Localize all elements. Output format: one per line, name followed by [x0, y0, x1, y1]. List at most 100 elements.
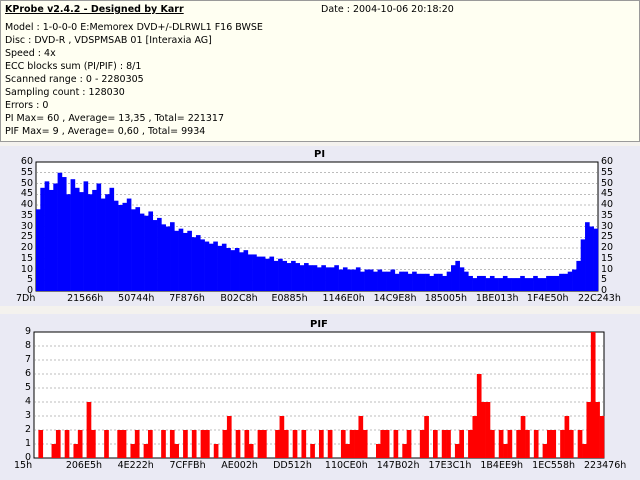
data-bar	[590, 332, 596, 458]
data-bar	[205, 430, 210, 458]
errors-info: Errors : 0	[5, 100, 49, 111]
data-bar	[327, 430, 333, 458]
data-bar	[122, 202, 128, 291]
data-bar	[61, 177, 67, 291]
y-tick-label: 4	[24, 396, 31, 407]
x-tick-label: 223476h	[584, 460, 627, 471]
app-title: KProbe v2.4.2 - Designed by Karr	[5, 4, 184, 15]
data-bar	[130, 444, 136, 458]
data-bar	[144, 215, 149, 291]
x-tick-label: 17E3C1h	[428, 460, 472, 471]
x-tick-label: DD512h	[273, 460, 312, 471]
y-tick-label: 9	[24, 326, 31, 337]
data-bar	[174, 230, 179, 291]
x-tick-label: 50744h	[118, 293, 155, 304]
y-tick-label: 20	[20, 242, 33, 253]
data-bar	[213, 241, 218, 291]
ecc-blocks-info: ECC blocks sum (PI/PIF) : 8/1	[5, 61, 142, 72]
data-bar	[567, 271, 573, 291]
y-tick-label: 5	[26, 274, 33, 286]
data-bar	[546, 275, 551, 291]
data-bar	[481, 275, 486, 291]
data-bar	[485, 402, 491, 458]
data-bar	[48, 189, 54, 291]
data-bar	[468, 430, 473, 458]
data-bar	[451, 265, 456, 291]
data-bar	[572, 269, 577, 291]
data-bar	[472, 416, 478, 458]
data-bar	[157, 217, 162, 291]
x-tick-label: B02C8h	[220, 293, 258, 304]
data-bar	[165, 226, 171, 291]
x-tick-label: 147B02h	[376, 460, 420, 471]
data-bar	[525, 430, 530, 458]
data-bar	[390, 269, 396, 291]
data-bar	[511, 278, 517, 291]
data-bar	[351, 269, 357, 291]
y-tick-label: 55	[20, 166, 33, 178]
data-bar	[580, 239, 586, 291]
pif-chart-panel: PIF 0 1 2 3 4 5 6 7 8 9 15h 206E5h 4E222h 7CFFBh AE002…	[0, 314, 640, 480]
x-tick-label: 14C9E8h	[373, 293, 417, 304]
pif-stats: PIF Max= 9 , Average= 0,60 , Total= 9934	[5, 126, 206, 137]
data-bar	[36, 209, 41, 291]
y-tick-label-right: 20	[601, 242, 614, 253]
y-tick-label-right: 40	[601, 199, 614, 210]
data-bar	[66, 194, 71, 291]
data-bar	[403, 271, 409, 291]
data-bar	[105, 194, 110, 291]
data-bar	[376, 444, 381, 458]
data-bar	[291, 260, 296, 291]
data-bar	[73, 444, 79, 458]
data-bar	[380, 430, 386, 458]
data-bar	[321, 265, 326, 291]
x-tick-label: 21566h	[67, 293, 104, 304]
y-tick-label: 15	[20, 252, 33, 264]
pi-stats: PI Max= 60 , Average= 13,35 , Total= 221…	[5, 113, 224, 124]
x-tick-label: 15h	[14, 460, 33, 471]
data-bar	[226, 248, 231, 291]
y-tick-label: 10	[20, 263, 33, 275]
data-bar	[134, 430, 140, 458]
data-bar	[454, 444, 460, 458]
data-bar	[334, 265, 339, 291]
data-bar	[283, 430, 289, 458]
x-tick-label: 185005h	[424, 293, 468, 304]
chart-svg	[35, 161, 599, 292]
data-bar	[187, 230, 192, 291]
data-bar	[161, 430, 166, 458]
data-bar	[96, 183, 102, 291]
data-bar	[463, 271, 469, 291]
data-bar	[355, 267, 361, 291]
data-bar	[402, 444, 407, 458]
data-bar	[582, 444, 587, 458]
data-bar	[208, 243, 214, 291]
data-bar	[472, 278, 478, 291]
chart-svg	[33, 331, 605, 459]
data-bar	[429, 275, 435, 291]
data-bar	[425, 273, 430, 291]
y-tick-label: 0	[24, 452, 31, 463]
data-bar	[459, 267, 465, 291]
data-bar	[148, 430, 153, 458]
data-bar	[200, 239, 205, 291]
data-bar	[200, 430, 206, 458]
data-bar	[235, 430, 241, 458]
data-bar	[593, 228, 599, 291]
data-bar	[520, 275, 525, 291]
y-tick-label: 50	[20, 177, 33, 189]
data-bar	[481, 402, 486, 458]
data-bar	[424, 416, 429, 458]
data-bar	[226, 416, 232, 458]
data-bar	[568, 430, 574, 458]
pi-chart-panel: PI 0 0 5 5 10 10 15 15 20 20 25 25 30 30 35 35 40 40 45 45 5…	[0, 146, 640, 306]
data-bar	[92, 189, 97, 291]
y-tick-label-right: 55	[601, 166, 614, 178]
data-bar	[338, 269, 344, 291]
data-bar	[79, 192, 84, 291]
y-tick-label: 5	[24, 382, 31, 393]
x-tick-label: 1B4EE9h	[480, 460, 524, 471]
y-tick-label: 35	[20, 209, 33, 221]
data-bar	[516, 430, 521, 458]
data-bar	[394, 273, 400, 291]
